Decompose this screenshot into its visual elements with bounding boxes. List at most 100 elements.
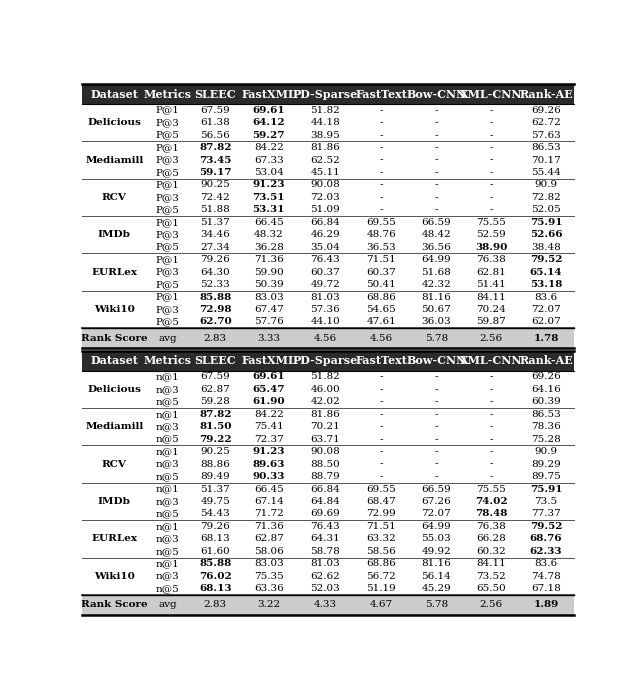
Text: 3.33: 3.33: [257, 334, 280, 343]
Text: 74.02: 74.02: [475, 497, 508, 506]
Text: 47.61: 47.61: [367, 318, 396, 327]
Text: Rank-AE: Rank-AE: [519, 89, 573, 100]
Text: 86.53: 86.53: [531, 410, 561, 419]
Text: 1.89: 1.89: [534, 601, 559, 610]
Text: 5.78: 5.78: [425, 334, 448, 343]
Text: 64.30: 64.30: [200, 268, 230, 277]
Text: Delicious: Delicious: [87, 118, 141, 127]
Text: 57.36: 57.36: [310, 305, 340, 314]
Text: 83.03: 83.03: [254, 559, 284, 568]
Bar: [83, 520, 573, 533]
Bar: [83, 303, 573, 316]
Text: -: -: [435, 106, 438, 115]
Text: 59.90: 59.90: [254, 268, 284, 277]
Text: 84.11: 84.11: [476, 293, 506, 302]
Bar: [83, 595, 573, 614]
Text: 36.53: 36.53: [367, 243, 396, 252]
Text: PD-Sparse: PD-Sparse: [292, 355, 358, 366]
Bar: [83, 191, 573, 203]
Text: 61.38: 61.38: [200, 118, 230, 127]
Text: PD-Sparse: PD-Sparse: [292, 89, 358, 100]
Text: 59.17: 59.17: [199, 168, 232, 177]
Text: 67.47: 67.47: [254, 305, 284, 314]
Bar: [83, 483, 573, 495]
Text: 69.61: 69.61: [252, 372, 285, 381]
Text: 53.31: 53.31: [253, 206, 285, 215]
Text: -: -: [380, 131, 383, 140]
Text: -: -: [380, 168, 383, 177]
Text: 69.69: 69.69: [310, 509, 340, 518]
Text: 4.56: 4.56: [370, 334, 393, 343]
Text: 76.38: 76.38: [476, 522, 506, 531]
Text: P@1: P@1: [156, 255, 180, 264]
Text: -: -: [435, 156, 438, 165]
Text: n@3: n@3: [156, 385, 180, 394]
Text: 75.55: 75.55: [476, 218, 506, 227]
Text: -: -: [490, 372, 493, 381]
Text: n@3: n@3: [156, 422, 180, 431]
Text: 45.11: 45.11: [310, 168, 340, 177]
Text: 79.22: 79.22: [199, 435, 232, 444]
Text: P@5: P@5: [156, 243, 180, 252]
Text: -: -: [490, 168, 493, 177]
Text: 51.82: 51.82: [310, 372, 340, 381]
Text: -: -: [490, 156, 493, 165]
Text: 81.03: 81.03: [310, 559, 340, 568]
Text: 65.14: 65.14: [530, 268, 563, 277]
Text: FastXML: FastXML: [241, 89, 296, 100]
Text: 67.59: 67.59: [200, 106, 230, 115]
Text: -: -: [435, 118, 438, 127]
Text: 50.41: 50.41: [367, 280, 396, 289]
Text: Rank Score: Rank Score: [81, 601, 148, 610]
Text: -: -: [435, 410, 438, 419]
Text: -: -: [380, 410, 383, 419]
Text: 67.33: 67.33: [254, 156, 284, 165]
Text: avg: avg: [158, 601, 177, 610]
Text: -: -: [435, 168, 438, 177]
Text: -: -: [435, 422, 438, 431]
Text: 2.56: 2.56: [479, 601, 503, 610]
Text: 67.26: 67.26: [422, 497, 451, 506]
Bar: [83, 166, 573, 179]
Text: 38.95: 38.95: [310, 131, 340, 140]
Text: 34.46: 34.46: [200, 230, 230, 239]
Text: 58.06: 58.06: [254, 547, 284, 556]
Text: 81.16: 81.16: [422, 293, 451, 302]
Text: SLEEC: SLEEC: [195, 89, 236, 100]
Text: 71.72: 71.72: [254, 509, 284, 518]
Text: 91.23: 91.23: [253, 181, 285, 190]
Text: 72.99: 72.99: [367, 509, 396, 518]
Text: 62.07: 62.07: [531, 318, 561, 327]
Text: Wiki10: Wiki10: [94, 572, 134, 581]
Bar: [83, 253, 573, 266]
Text: P@3: P@3: [156, 268, 180, 277]
Text: 72.07: 72.07: [422, 509, 451, 518]
Text: -: -: [490, 422, 493, 431]
Text: 61.90: 61.90: [252, 397, 285, 406]
Text: 64.12: 64.12: [252, 118, 285, 127]
Text: XML-CNN: XML-CNN: [460, 89, 522, 100]
Text: FastText: FastText: [355, 355, 408, 366]
Text: -: -: [380, 435, 383, 444]
Text: 44.18: 44.18: [310, 118, 340, 127]
Text: 73.51: 73.51: [253, 193, 285, 202]
Bar: [83, 508, 573, 520]
Text: 83.6: 83.6: [534, 293, 557, 302]
Bar: [83, 545, 573, 558]
Text: 51.37: 51.37: [200, 218, 230, 227]
Text: 52.03: 52.03: [310, 584, 340, 593]
Text: 71.51: 71.51: [367, 522, 396, 531]
Text: n@1: n@1: [156, 410, 180, 419]
Text: 66.59: 66.59: [422, 218, 451, 227]
Text: -: -: [435, 447, 438, 456]
Text: 56.72: 56.72: [367, 572, 396, 581]
Text: 76.38: 76.38: [476, 255, 506, 264]
Text: 70.24: 70.24: [476, 305, 506, 314]
Text: Rank Score: Rank Score: [81, 334, 148, 343]
Text: -: -: [380, 385, 383, 394]
Text: 87.82: 87.82: [199, 410, 232, 419]
Text: 75.35: 75.35: [254, 572, 284, 581]
Text: 89.49: 89.49: [200, 472, 230, 481]
Text: 90.33: 90.33: [253, 472, 285, 481]
Text: 48.42: 48.42: [422, 230, 451, 239]
